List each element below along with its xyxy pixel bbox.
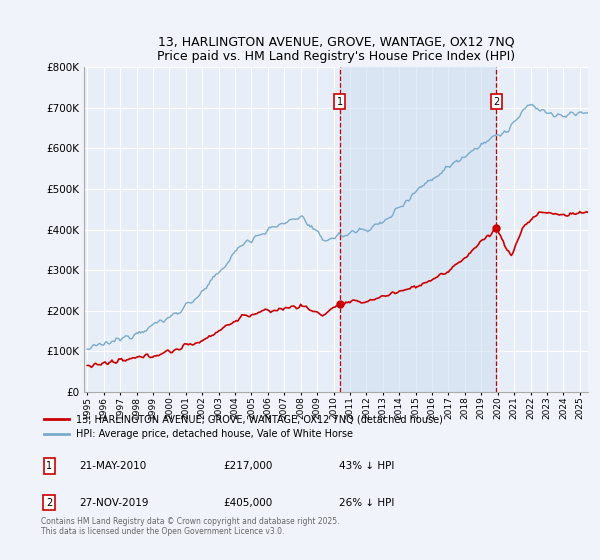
Text: 43% ↓ HPI: 43% ↓ HPI [339, 461, 394, 471]
Text: 1: 1 [46, 461, 52, 471]
Text: £405,000: £405,000 [223, 498, 272, 508]
Text: 2: 2 [493, 97, 499, 107]
Text: Contains HM Land Registry data © Crown copyright and database right 2025.
This d: Contains HM Land Registry data © Crown c… [41, 516, 340, 536]
Text: 2: 2 [46, 498, 52, 508]
Title: 13, HARLINGTON AVENUE, GROVE, WANTAGE, OX12 7NQ
Price paid vs. HM Land Registry': 13, HARLINGTON AVENUE, GROVE, WANTAGE, O… [157, 35, 515, 63]
Text: 26% ↓ HPI: 26% ↓ HPI [339, 498, 394, 508]
Text: £217,000: £217,000 [223, 461, 272, 471]
Bar [340, 67, 496, 392]
Text: 1: 1 [337, 97, 343, 107]
Legend: 13, HARLINGTON AVENUE, GROVE, WANTAGE, OX12 7NQ (detached house), HPI: Average p: 13, HARLINGTON AVENUE, GROVE, WANTAGE, O… [40, 410, 447, 444]
Text: 21-MAY-2010: 21-MAY-2010 [80, 461, 147, 471]
Text: 27-NOV-2019: 27-NOV-2019 [80, 498, 149, 508]
